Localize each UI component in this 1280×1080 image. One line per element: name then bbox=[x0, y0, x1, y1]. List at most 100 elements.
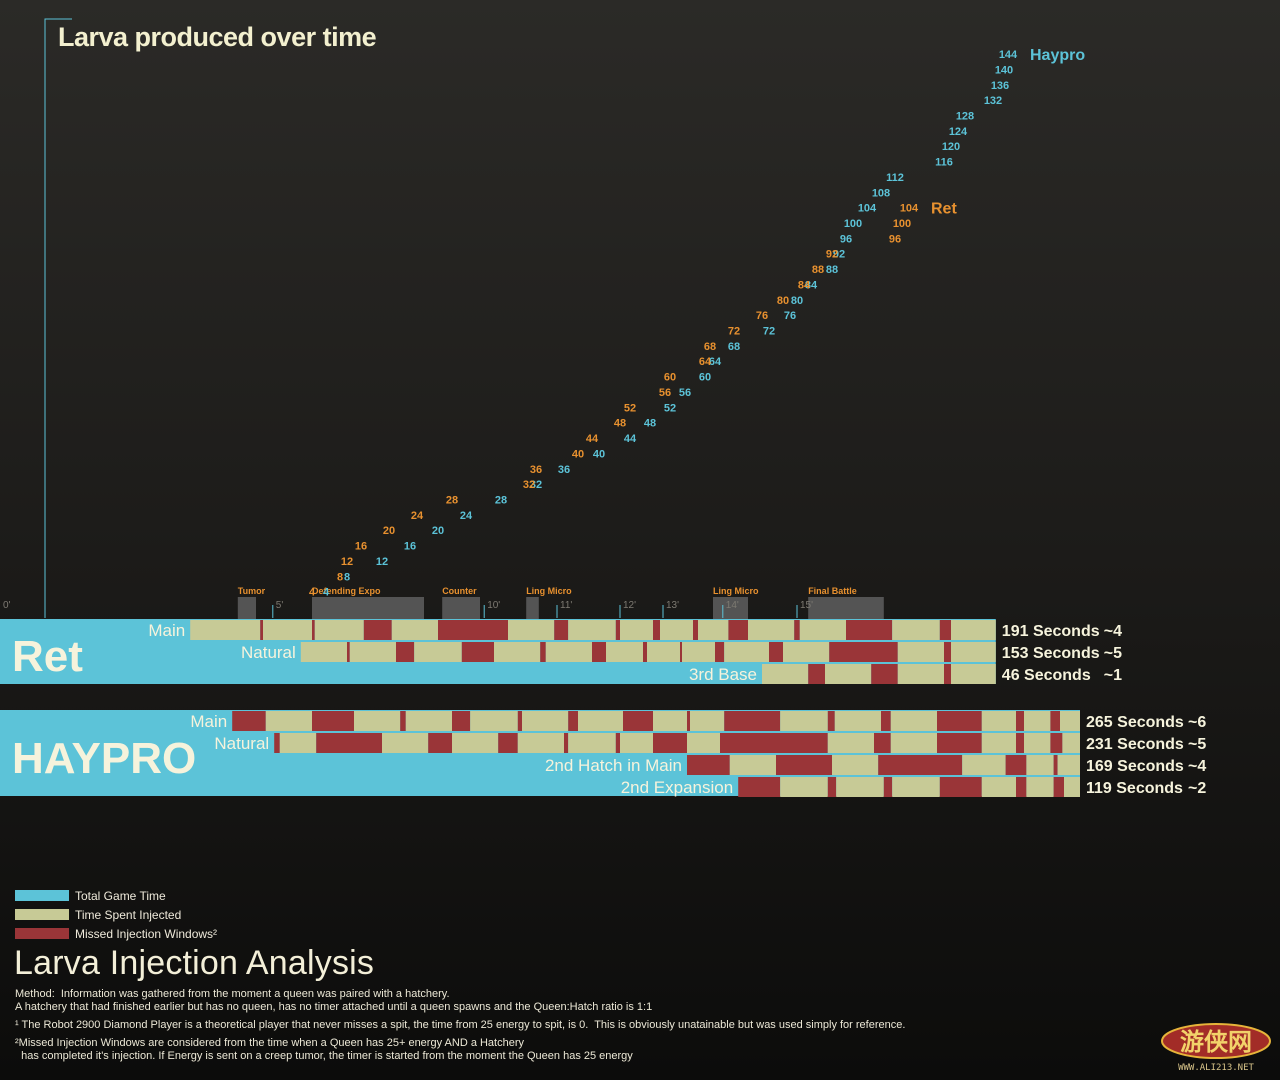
data-point-label: 40 bbox=[572, 448, 584, 460]
injected-segment bbox=[660, 620, 693, 640]
injected-segment bbox=[834, 711, 881, 731]
injected-segment bbox=[682, 642, 715, 662]
missed-window-segment bbox=[312, 620, 315, 640]
injected-segment bbox=[780, 711, 828, 731]
injected-segment bbox=[783, 642, 830, 662]
data-point-label: 44 bbox=[624, 433, 637, 445]
injected-segment bbox=[687, 733, 720, 753]
data-point-label: 72 bbox=[728, 326, 740, 338]
injected-segment bbox=[494, 642, 541, 662]
missed-window-segment bbox=[1050, 733, 1063, 753]
missed-window-segment bbox=[232, 711, 266, 731]
injected-segment bbox=[1064, 777, 1080, 797]
missed-window-segment bbox=[363, 620, 392, 640]
injected-segment bbox=[1057, 755, 1080, 775]
data-point-label: 16 bbox=[404, 541, 416, 553]
missed-window-segment bbox=[1016, 777, 1027, 797]
missed-window-segment bbox=[937, 711, 982, 731]
data-point-label: 24 bbox=[411, 510, 424, 522]
missed-window-segment bbox=[1016, 733, 1024, 753]
injected-segment bbox=[279, 733, 317, 753]
missed-window-segment bbox=[540, 642, 546, 662]
row-label: Main bbox=[148, 621, 185, 640]
tick-label: 12' bbox=[623, 600, 636, 611]
data-point-label: 68 bbox=[728, 341, 740, 353]
legend-label-injected: Time Spent Injected bbox=[75, 907, 182, 922]
missed-window-segment bbox=[347, 642, 350, 662]
missed-window-segment bbox=[461, 642, 494, 662]
missed-window-segment bbox=[878, 755, 963, 775]
data-point-label: 72 bbox=[763, 326, 775, 338]
tick-label: 14' bbox=[726, 600, 739, 611]
legend-item-total: Total Game Time bbox=[15, 886, 217, 905]
missed-window-segment bbox=[1050, 711, 1060, 731]
data-point-label: 92 bbox=[833, 249, 845, 261]
missed-window-segment bbox=[452, 711, 471, 731]
event-label: Final Battle bbox=[808, 586, 857, 596]
missed-window-segment bbox=[939, 620, 951, 640]
data-point-label: 96 bbox=[889, 233, 901, 245]
event-bar bbox=[526, 597, 539, 619]
player-name: HAYPRO bbox=[12, 734, 196, 783]
missed-window-segment bbox=[316, 733, 382, 753]
missed-window-segment bbox=[1053, 755, 1058, 775]
tick-label: 5' bbox=[276, 600, 284, 611]
injected-segment bbox=[1062, 733, 1080, 753]
injected-segment bbox=[799, 620, 846, 640]
tick-label: 11' bbox=[560, 600, 572, 611]
injected-segment bbox=[349, 642, 396, 662]
data-point-label: 36 bbox=[558, 464, 570, 476]
data-point-label: 112 bbox=[886, 172, 904, 184]
tick-label: 15' bbox=[800, 600, 813, 611]
injected-segment bbox=[981, 777, 1016, 797]
data-point-label: 48 bbox=[614, 418, 626, 430]
data-point-label: 32 bbox=[530, 479, 542, 491]
event-label: Defending Expo bbox=[312, 586, 381, 596]
data-point-label: 44 bbox=[586, 433, 599, 445]
missed-window-segment bbox=[871, 664, 898, 684]
missed-window-segment bbox=[874, 733, 891, 753]
method-note: Method: Information was gathered from th… bbox=[15, 988, 653, 1013]
missed-window-segment bbox=[653, 733, 687, 753]
missed-window-segment bbox=[769, 642, 783, 662]
row-seconds: 169 Seconds bbox=[1086, 758, 1184, 775]
missed-window-segment bbox=[680, 642, 682, 662]
missed-window-segment bbox=[827, 711, 835, 731]
row-seconds: 231 Seconds bbox=[1086, 736, 1184, 753]
row-missed-count: ~5 bbox=[1188, 736, 1206, 753]
injected-segment bbox=[729, 755, 776, 775]
injected-segment bbox=[508, 620, 555, 640]
missed-window-segment bbox=[615, 733, 620, 753]
data-points: 4812162024283236404448525660646872768084… bbox=[309, 47, 1085, 599]
legend-item-injected: Time Spent Injected bbox=[15, 905, 217, 924]
event-bar bbox=[312, 597, 424, 619]
missed-window-segment bbox=[274, 733, 280, 753]
missed-window-segment bbox=[615, 620, 620, 640]
data-point-label: 92 bbox=[826, 249, 838, 261]
injected-segment bbox=[1024, 733, 1051, 753]
row-seconds: 119 Seconds bbox=[1086, 780, 1183, 797]
injected-segment bbox=[470, 711, 518, 731]
missed-window-segment bbox=[728, 620, 748, 640]
legend-swatch-total bbox=[15, 890, 69, 901]
row-label: 3rd Base bbox=[689, 665, 757, 684]
watermark-text: 游侠网 bbox=[1180, 1028, 1252, 1056]
larva-chart: Tumor Defending Expo Counter Ling Micro Ling… bbox=[0, 18, 1206, 797]
missed-window-segment bbox=[738, 777, 781, 797]
data-point-label: 88 bbox=[812, 264, 824, 276]
injected-segment bbox=[1026, 755, 1054, 775]
time-axis: 0' 5' 10' 11' 12' 13' 14' 15' bbox=[3, 600, 813, 618]
data-point-label: 76 bbox=[756, 310, 768, 322]
missed-window-segment bbox=[1016, 711, 1024, 731]
injected-segment bbox=[951, 664, 996, 684]
injected-segment bbox=[832, 755, 879, 775]
data-point-label: 88 bbox=[826, 264, 838, 276]
tick-label: 10' bbox=[487, 600, 500, 611]
injected-segment bbox=[951, 642, 996, 662]
series-name-label: Ret bbox=[931, 201, 957, 218]
injected-segment bbox=[606, 642, 643, 662]
data-point-label: 4 bbox=[323, 587, 330, 599]
injected-segment bbox=[263, 620, 312, 640]
injected-segment bbox=[578, 711, 623, 731]
data-point-label: 12 bbox=[376, 556, 388, 568]
